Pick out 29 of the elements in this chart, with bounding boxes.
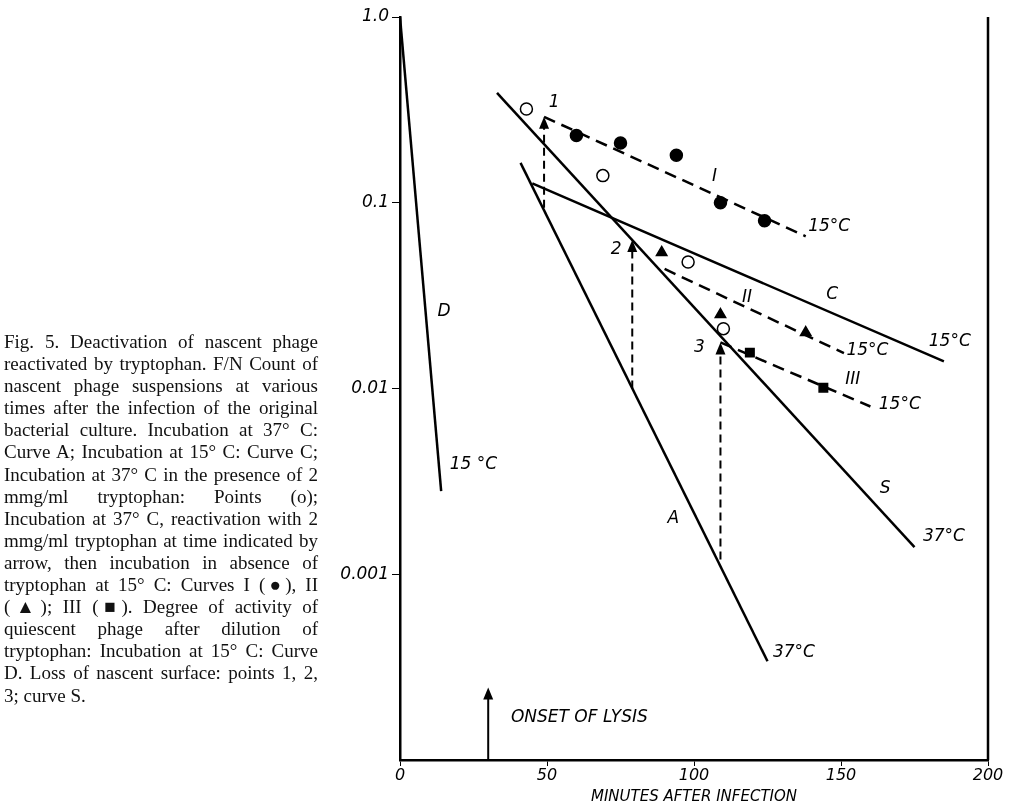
- annotation: S: [879, 476, 891, 497]
- x-tick-label: 100: [678, 764, 710, 784]
- x-axis-title: MINUTES AFTER INFECTION: [590, 786, 798, 805]
- annotation: 15°C: [878, 392, 921, 413]
- x-tick-label: 150: [825, 764, 857, 784]
- text: Fig. 5. Deactivation of nascent phage reactivated by tryptophan. F/N Count of nascent phage suspensions at various times after the infection of the original bacterial culture. Incubation at 37° C: Curve A; Incubation at 15° C: Curve C; Incubation at 37° C in the presence of 2 mmg/ml tryptophan: Points (o); Incubation at 37° C, reactivation with 2 mmg/ml tryptophan at time indicated by arrow, then incubation in absence of tryptophan at 15° C: Curves I (●), II (▲); III (■). Degree of activity of quiescent phage after dilution of tryptophan: Incubation at 15° C: Curve D. Loss of nascent surface: points 1, 2, 3; curve S.: [4, 331, 318, 706]
- y-tick-label: 0.1: [361, 191, 389, 212]
- annotation: 15 °C: [449, 452, 498, 473]
- y-tick-label: 0.001: [340, 562, 389, 583]
- x-tick-label: 0: [394, 764, 406, 784]
- annotation: A: [666, 506, 680, 527]
- annotation: D: [437, 299, 451, 320]
- annotation: I: [712, 165, 718, 186]
- annotation: C: [826, 283, 839, 304]
- y-tick-label: 1.0: [361, 5, 389, 26]
- annotation: 37°C: [772, 640, 816, 661]
- y-tick-label: 0.01: [351, 376, 389, 397]
- annotation: 37°C: [922, 524, 966, 545]
- annotation: 3: [694, 335, 705, 356]
- annotation: 1: [548, 91, 560, 112]
- x-tick-label: 200: [972, 764, 1004, 784]
- annotation: 15°C: [846, 339, 889, 360]
- annotation: 2: [610, 238, 622, 259]
- x-tick-label: 50: [536, 764, 558, 784]
- annotation: 15°C: [808, 215, 851, 236]
- annotation: ONSET OF LYSIS: [510, 705, 648, 726]
- annotation: 15°C: [928, 330, 971, 351]
- annotation: II: [741, 285, 752, 306]
- annotation: III: [845, 367, 861, 388]
